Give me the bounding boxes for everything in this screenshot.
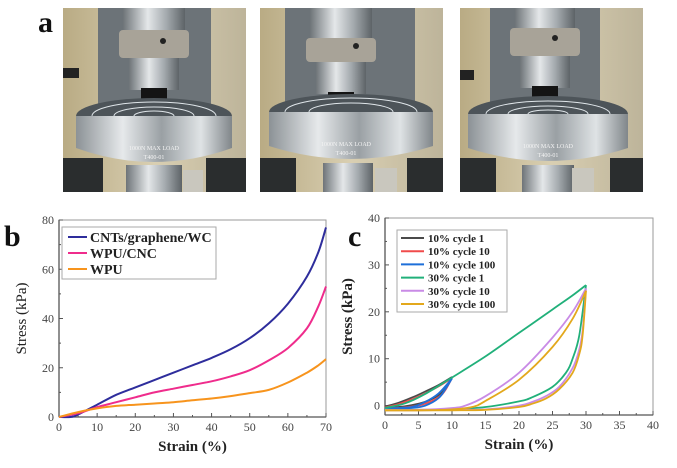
- x-tick-label: 35: [614, 418, 626, 432]
- legend-label: 10% cycle 10: [428, 246, 490, 258]
- engraving-code: T400-01: [144, 155, 165, 161]
- legend-label: WPU/CNC: [90, 247, 157, 262]
- legend-box: [396, 229, 508, 313]
- y-axis-label: Stress (kPa): [14, 282, 30, 354]
- legend-label: 30% cycle 1: [428, 273, 484, 285]
- x-axis-label: Strain (%): [158, 439, 227, 455]
- legend-box: [61, 226, 217, 280]
- panel-label-b: b: [4, 220, 21, 253]
- y-tick-label: 80: [42, 213, 54, 227]
- engraving-code: T400-01: [336, 151, 357, 157]
- panel-label-c: c: [348, 220, 361, 253]
- x-tick-label: 0: [382, 418, 388, 432]
- y-tick-label: 20: [42, 361, 54, 375]
- x-tick-label: 40: [647, 418, 659, 432]
- series-unloading-10-cycle-100: [384, 377, 453, 410]
- x-tick-label: 50: [244, 420, 256, 434]
- engraving-code: T400-01: [538, 153, 559, 159]
- photo-compression-compressed: 1000N MAX LOAD T400-01: [260, 8, 443, 192]
- legend-label: 10% cycle 100: [428, 259, 496, 271]
- x-axis-label: Strain (%): [485, 437, 554, 453]
- y-tick-label: 10: [368, 352, 380, 366]
- legend-label: 10% cycle 1: [428, 233, 484, 245]
- y-tick-label: 60: [42, 262, 54, 276]
- x-tick-label: 10: [446, 418, 458, 432]
- panel-label-a: a: [38, 6, 53, 39]
- x-tick-label: 20: [129, 420, 141, 434]
- legend-label: 30% cycle 100: [428, 299, 496, 311]
- x-tick-label: 10: [91, 420, 103, 434]
- x-tick-label: 25: [547, 418, 559, 432]
- y-tick-label: 0: [48, 410, 54, 424]
- chart-b-stress-strain: 0 10 20 30 40 50 60 70 0 20 40 60 80 Strain (%) Stress…: [14, 213, 332, 455]
- legend-label: 30% cycle 10: [428, 286, 490, 298]
- y-tick-label: 40: [368, 211, 380, 225]
- legend-label: CNTs/graphene/WC: [90, 231, 212, 246]
- engraving-text: 1000N MAX LOAD: [129, 146, 180, 152]
- series-loading-30-cycle-1: [384, 284, 587, 409]
- y-tick-label: 0: [374, 399, 380, 413]
- x-tick-label: 70: [320, 420, 332, 434]
- x-tick-label: 5: [416, 418, 422, 432]
- x-tick-label: 40: [206, 420, 218, 434]
- photo-compression-released: 1000N MAX LOAD T400-01: [460, 8, 643, 192]
- series-unloading-30-cycle-100: [385, 290, 587, 412]
- x-tick-label: 20: [513, 418, 525, 432]
- y-axis-label: Stress (kPa): [340, 278, 356, 355]
- legend-label: WPU: [90, 263, 123, 278]
- x-tick-label: 30: [167, 420, 179, 434]
- series-line-cnts-graphene-wc: [58, 227, 327, 419]
- y-tick-label: 40: [42, 312, 54, 326]
- y-tick-label: 30: [368, 258, 380, 272]
- x-tick-label: 0: [56, 420, 62, 434]
- engraving-text: 1000N MAX LOAD: [321, 142, 372, 148]
- y-tick-label: 20: [368, 305, 380, 319]
- photo-compression-uncompressed: 1000N MAX LOAD T400-01: [63, 8, 246, 192]
- engraving-text: 1000N MAX LOAD: [523, 144, 574, 150]
- x-tick-label: 15: [480, 418, 492, 432]
- x-tick-label: 30: [580, 418, 592, 432]
- x-tick-label: 60: [282, 420, 294, 434]
- chart-c-cyclic-compression: 0 5 10 15 20 25 30 35 40 0 10 20 30 40 Strain (%) Stres…: [340, 211, 659, 453]
- series-line-wpu: [58, 358, 327, 418]
- series-line-wpu-cnc: [58, 286, 327, 418]
